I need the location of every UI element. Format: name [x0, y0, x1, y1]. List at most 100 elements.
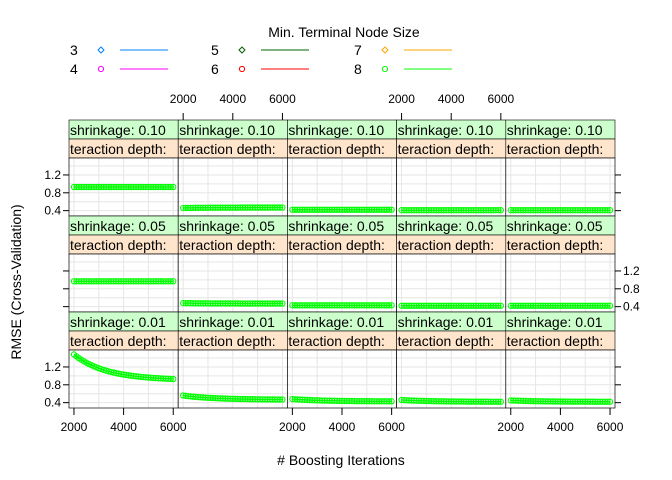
series-point — [497, 207, 504, 214]
strip-depth-label: teraction depth: — [398, 333, 495, 349]
panel: shrinkage: 0.05 teraction depth: — [68, 215, 179, 313]
panel: shrinkage: 0.01 teraction depth: — [505, 311, 616, 409]
strip-shrinkage-label: shrinkage: 0.10 — [398, 122, 494, 138]
panel: shrinkage: 0.10 teraction depth: — [505, 119, 616, 217]
legend-marker-diamond — [381, 46, 389, 54]
series-point — [388, 206, 395, 213]
legend-marker-circle — [238, 65, 246, 73]
strip-depth-label: teraction depth: — [70, 237, 167, 253]
panel: shrinkage: 0.10 teraction depth: — [177, 119, 288, 217]
panel: shrinkage: 0.05 teraction depth: — [177, 215, 288, 313]
bottom-tick-label: 6000 — [378, 420, 405, 434]
strip-shrinkage-label: shrinkage: 0.05 — [398, 218, 494, 234]
y-axis-title: RMSE (Cross-Validation) — [8, 204, 24, 359]
panel: shrinkage: 0.01 teraction depth: — [177, 311, 288, 409]
strip-shrinkage-label: shrinkage: 0.05 — [179, 218, 275, 234]
right-tick-label: 1.2 — [623, 264, 640, 278]
strip-depth-label: teraction depth: — [398, 237, 495, 253]
series-point — [388, 302, 395, 309]
series-point — [167, 183, 174, 191]
top-tick-label: 4000 — [438, 92, 465, 106]
top-tick-label: 4000 — [219, 92, 246, 106]
series-point — [606, 207, 614, 214]
series-point — [279, 300, 286, 307]
left-tick-label: 0.4 — [44, 396, 61, 410]
left-y-axis: 0.4 0.8 1.2 0.4 0.8 1.2 — [44, 168, 69, 410]
strip-shrinkage-label: shrinkage: 0.05 — [507, 218, 603, 234]
bottom-tick-label: 2000 — [497, 420, 524, 434]
panel: shrinkage: 0.01 teraction depth: — [287, 311, 397, 409]
top-tick-label: 6000 — [487, 92, 514, 106]
strip-shrinkage-label: shrinkage: 0.10 — [507, 122, 603, 138]
legend-marker-diamond — [238, 46, 246, 54]
strip-depth-label: teraction depth: — [288, 141, 385, 157]
series-point — [497, 398, 504, 405]
strip-shrinkage-label: shrinkage: 0.01 — [70, 314, 166, 330]
strip-depth-label: teraction depth: — [179, 333, 276, 349]
series-point — [276, 396, 284, 403]
series-point — [170, 375, 177, 383]
bottom-tick-label: 4000 — [110, 420, 137, 434]
legend-entries: 3 4 5 6 7 8 — [70, 42, 452, 77]
legend-marker-diamond — [97, 46, 105, 54]
strip-shrinkage-label: shrinkage: 0.10 — [288, 122, 384, 138]
strip-shrinkage-label: shrinkage: 0.05 — [70, 218, 166, 234]
strip-shrinkage-label: shrinkage: 0.05 — [288, 218, 384, 234]
series-point — [497, 302, 504, 309]
legend-label: 7 — [354, 42, 362, 58]
bottom-tick-label: 2000 — [61, 420, 88, 434]
left-tick-label: 1.2 — [44, 168, 61, 182]
series-point — [386, 302, 393, 309]
series-point — [276, 204, 284, 211]
bottom-tick-label: 4000 — [329, 420, 356, 434]
panel: shrinkage: 0.01 teraction depth: — [68, 311, 179, 409]
right-y-axis: 0.4 0.8 1.2 — [615, 174, 640, 404]
strip-shrinkage-label: shrinkage: 0.01 — [179, 314, 275, 330]
legend-marker-circle — [381, 65, 389, 73]
bottom-tick-label: 6000 — [160, 420, 187, 434]
series-point — [386, 398, 393, 405]
top-tick-label: 6000 — [269, 92, 296, 106]
top-tick-label: 2000 — [170, 92, 197, 106]
series-point — [279, 396, 286, 403]
bottom-tick-label: 4000 — [547, 420, 574, 434]
left-tick-label: 0.8 — [44, 186, 61, 200]
series-point — [276, 300, 284, 307]
strip-depth-label: teraction depth: — [398, 141, 495, 157]
x-axis-title: # Boosting Iterations — [277, 452, 405, 468]
legend: Min. Terminal Node Size 3 4 5 6 7 8 — [70, 24, 452, 77]
strip-depth-label: teraction depth: — [507, 141, 604, 157]
legend-label: 3 — [70, 42, 78, 58]
legend-title: Min. Terminal Node Size — [268, 24, 420, 40]
panel: shrinkage: 0.10 teraction depth: — [396, 119, 507, 217]
strip-depth-label: teraction depth: — [179, 237, 276, 253]
series-point — [386, 206, 393, 213]
series-point — [170, 183, 177, 191]
strip-depth-label: teraction depth: — [288, 333, 385, 349]
strip-depth-label: teraction depth: — [288, 237, 385, 253]
bottom-tick-label: 2000 — [279, 420, 306, 434]
panel: shrinkage: 0.05 teraction depth: — [287, 215, 397, 313]
strip-depth-label: teraction depth: — [70, 141, 167, 157]
left-tick-label: 0.8 — [44, 378, 61, 392]
legend-label: 4 — [70, 61, 78, 77]
series-point — [279, 204, 286, 211]
strip-shrinkage-label: shrinkage: 0.01 — [507, 314, 603, 330]
left-tick-label: 0.4 — [44, 204, 61, 218]
series-point — [604, 302, 611, 309]
panel: shrinkage: 0.05 teraction depth: — [396, 215, 507, 313]
strip-depth-label: teraction depth: — [179, 141, 276, 157]
series-point — [495, 302, 502, 309]
series-point — [606, 302, 614, 309]
bottom-x-axis: 2000 4000 6000 2000 4000 6000 2000 4000 6000 — [61, 408, 624, 434]
series-point — [606, 398, 614, 405]
series-point — [167, 278, 174, 285]
strip-depth-label: teraction depth: — [507, 333, 604, 349]
right-tick-label: 0.8 — [623, 282, 640, 296]
strip-shrinkage-label: shrinkage: 0.10 — [70, 122, 166, 138]
panel: shrinkage: 0.10 teraction depth: — [68, 119, 179, 217]
series-point — [388, 398, 395, 405]
legend-label: 8 — [354, 61, 362, 77]
